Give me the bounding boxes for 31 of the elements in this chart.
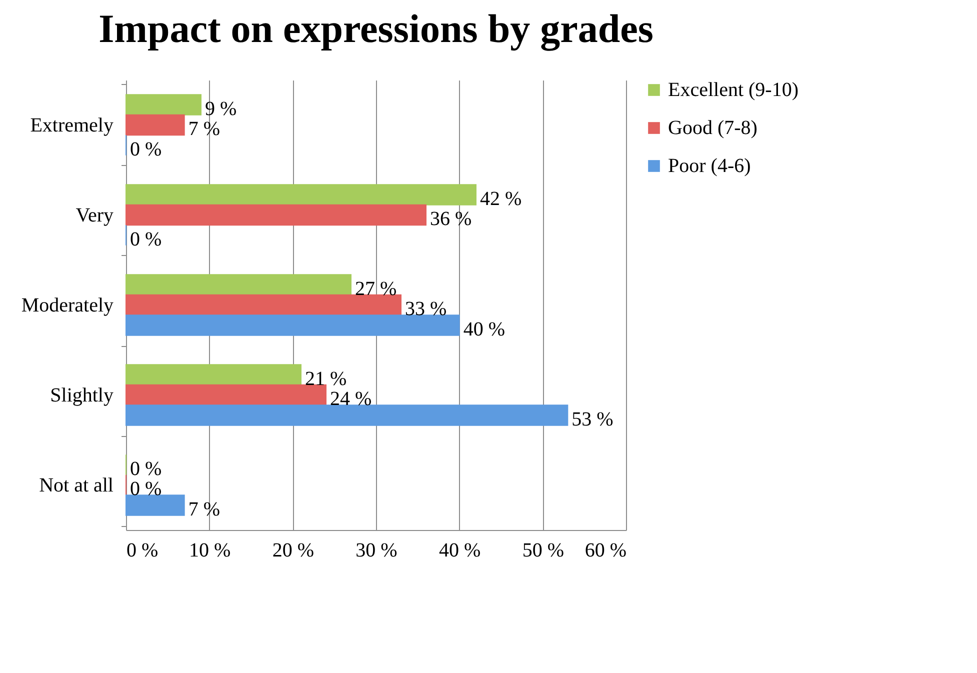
- y-tick-label: Moderately: [21, 294, 114, 316]
- data-label: 24 %: [330, 388, 372, 410]
- x-tick-label: 50 %: [522, 540, 564, 562]
- legend-label: Poor (4-6): [668, 155, 751, 177]
- data-label: 0 %: [130, 138, 162, 160]
- data-label: 7 %: [188, 498, 220, 520]
- data-label: 0 %: [130, 458, 162, 480]
- y-tick-label: Slightly: [50, 384, 114, 406]
- x-tick-label: 40 %: [438, 540, 481, 562]
- data-label: 33 %: [405, 298, 447, 320]
- data-label: 7 %: [188, 118, 220, 140]
- legend-label: Excellent (9-10): [668, 79, 798, 101]
- y-tick-label: Very: [76, 204, 114, 226]
- data-label: 42 %: [480, 188, 522, 210]
- data-label: 36 %: [430, 208, 472, 230]
- data-label: 21 %: [305, 368, 347, 390]
- x-tick-label: 30 %: [356, 540, 398, 562]
- y-tick-label: Not at all: [39, 474, 114, 496]
- data-label: 27 %: [355, 278, 397, 300]
- data-label: 0 %: [130, 478, 162, 500]
- legend-label: Good (7-8): [668, 117, 758, 139]
- data-label: 0 %: [130, 228, 162, 250]
- data-label: 9 %: [205, 98, 237, 120]
- chart-title: Impact on expressions by grades: [98, 6, 654, 51]
- x-tick-label: 20 %: [272, 540, 314, 562]
- x-tick-label: 0 %: [126, 540, 158, 562]
- data-label: 53 %: [572, 408, 614, 430]
- y-tick-label: Extremely: [30, 114, 114, 136]
- x-tick-label: 10 %: [188, 540, 231, 562]
- data-label: 40 %: [463, 318, 506, 340]
- x-tick-label: 60 %: [584, 540, 626, 562]
